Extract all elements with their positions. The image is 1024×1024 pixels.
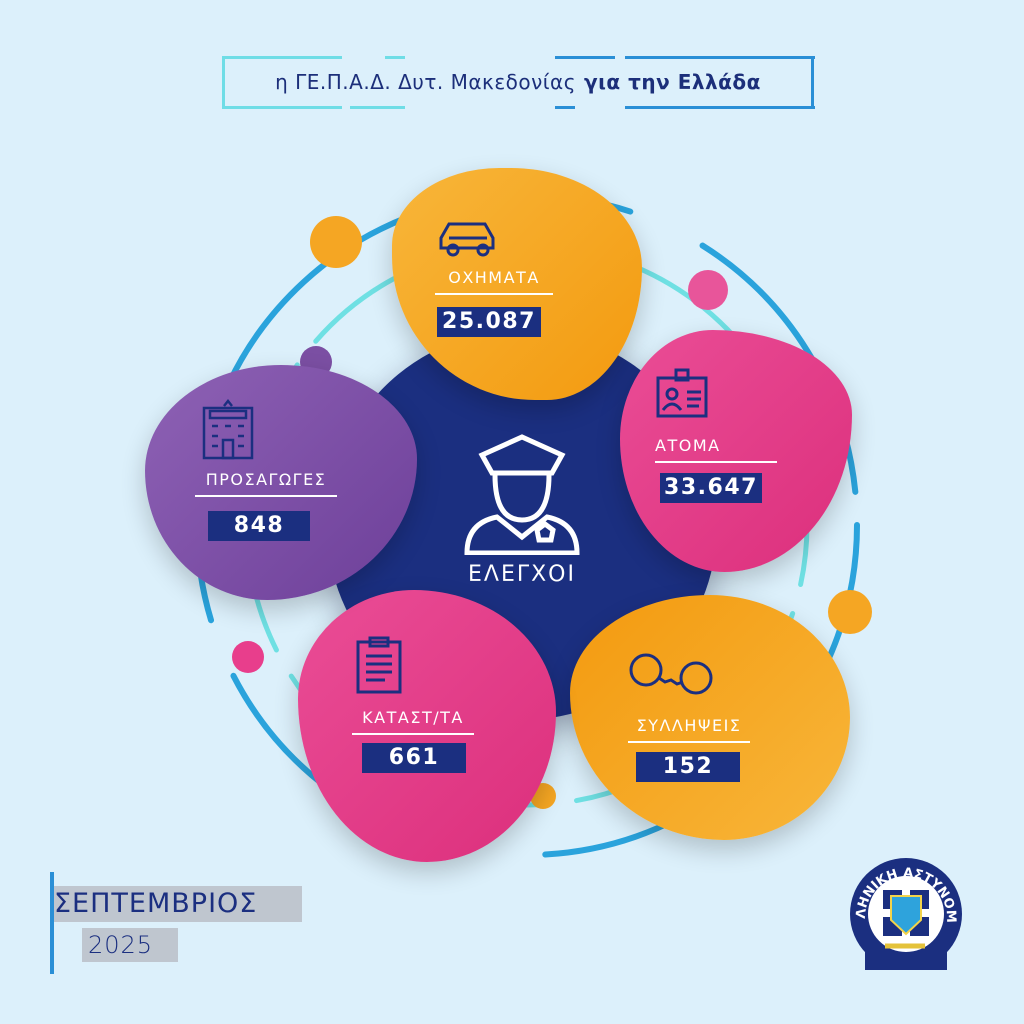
stat-label: ΣΥΛΛΗΨΕΙΣ xyxy=(628,716,750,743)
title-line xyxy=(222,56,342,59)
center-label: ΕΛΕΓΧΟΙ xyxy=(468,562,576,587)
stat-card-arrests xyxy=(570,595,850,840)
title-line xyxy=(350,106,405,109)
police-officer-icon xyxy=(464,434,580,555)
title-line xyxy=(385,56,405,59)
police-station-icon xyxy=(202,398,254,460)
title-line xyxy=(555,106,575,109)
header-title: η ΓΕ.Π.Α.Δ. Δυτ. Μακεδονίας για την Ελλά… xyxy=(222,56,814,108)
stat-value: 661 xyxy=(362,743,466,773)
id-card-icon xyxy=(656,368,708,418)
stat-value: 33.647 xyxy=(660,473,762,503)
year-label: 2025 xyxy=(82,928,178,962)
stat-card-reports xyxy=(298,590,556,862)
title-line xyxy=(625,56,815,59)
hellenic-police-logo: ΕΛΛΗΝΙΚΗ ΑΣΤΥΝΟΜΙΑ xyxy=(845,848,962,970)
stat-value: 25.087 xyxy=(437,307,541,337)
stat-value: 848 xyxy=(208,511,310,541)
stat-label: ΑΤΟΜΑ xyxy=(655,436,777,463)
title-bold: για την Ελλάδα xyxy=(583,70,761,94)
decor-dot xyxy=(828,590,872,634)
stat-value: 152 xyxy=(636,752,740,782)
title-line xyxy=(555,56,615,59)
decor-dot xyxy=(232,641,264,673)
date-accent-bar xyxy=(50,872,54,974)
stat-label: ΠΡΟΣΑΓΩΓΕΣ xyxy=(195,470,337,497)
handcuffs-icon xyxy=(629,653,713,695)
clipboard-icon xyxy=(356,636,402,694)
title-line xyxy=(222,106,342,109)
title-regular: η ΓΕ.Π.Α.Δ. Δυτ. Μακεδονίας xyxy=(275,70,576,94)
car-icon xyxy=(439,222,495,257)
stat-label: ΟΧΗΜΑΤΑ xyxy=(435,268,553,295)
title-line xyxy=(625,106,815,109)
stat-label: ΚΑΤΑΣΤ/ΤΑ xyxy=(352,708,474,735)
decor-dot xyxy=(310,216,362,268)
decor-dot xyxy=(688,270,728,310)
month-label: ΣΕΠΤΕΜΒΡΙΟΣ xyxy=(54,886,302,922)
